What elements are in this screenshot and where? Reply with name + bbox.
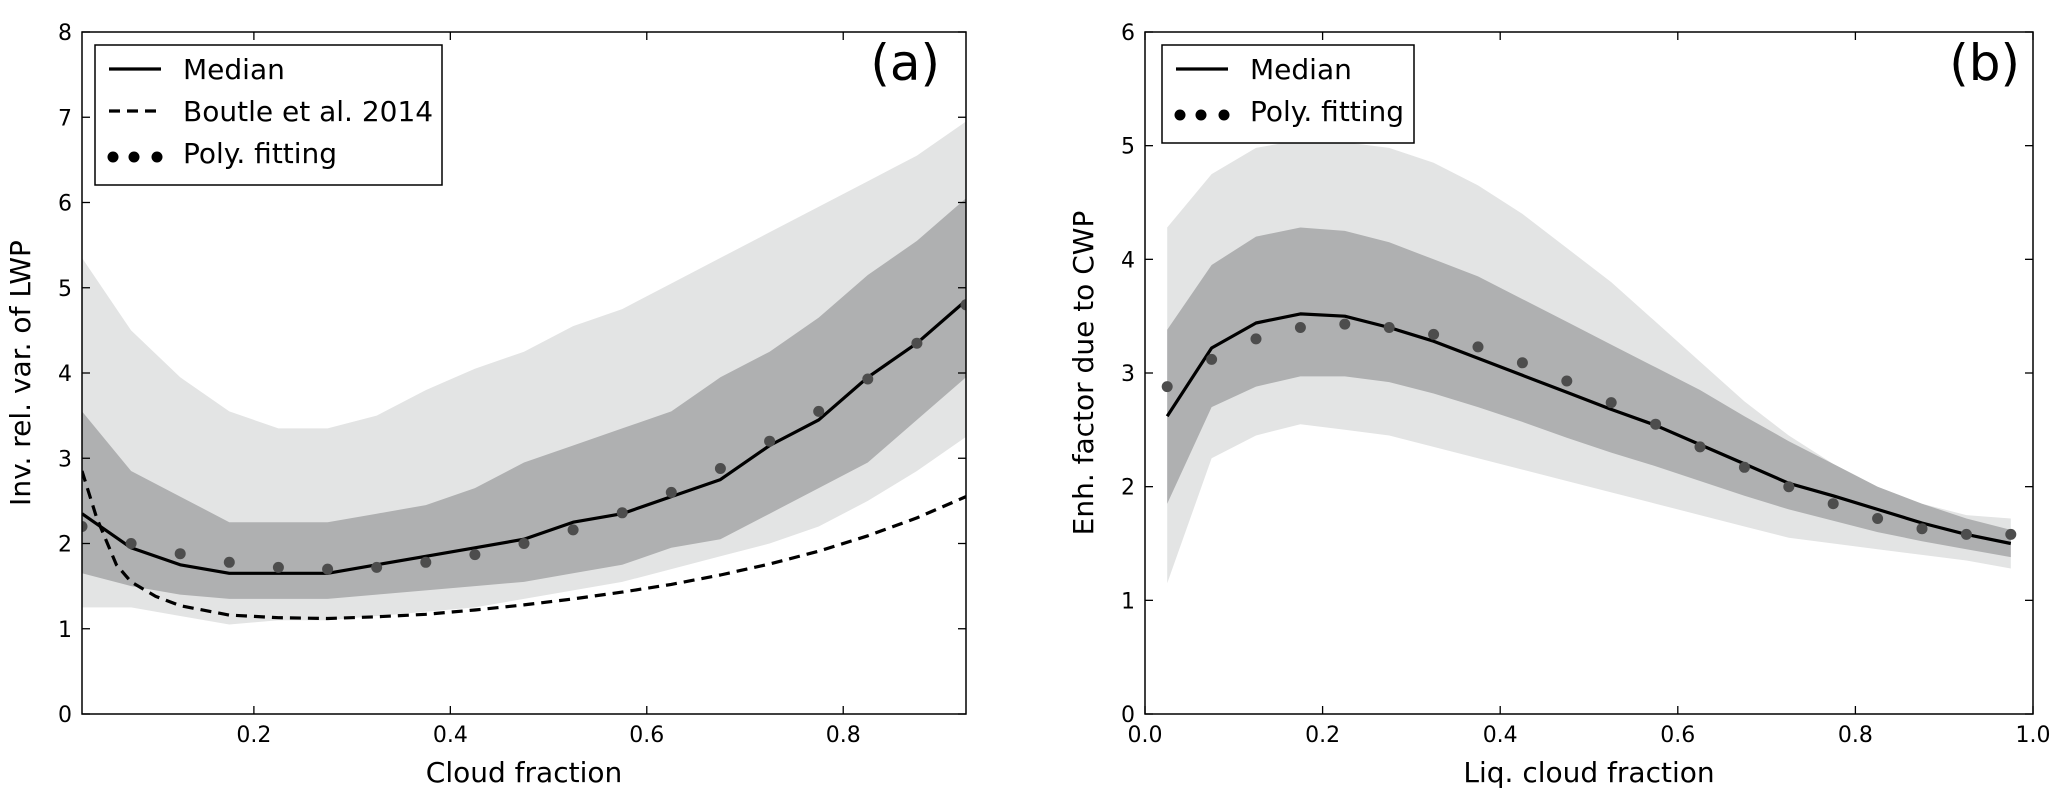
legend-label: Median xyxy=(183,53,285,86)
x-tick-label: 0.4 xyxy=(1483,723,1518,748)
data-point xyxy=(1161,381,1173,393)
data-point xyxy=(272,561,284,573)
y-tick-label: 1 xyxy=(58,618,72,643)
data-point xyxy=(125,538,137,549)
x-tick-label: 0.0 xyxy=(1128,723,1163,748)
legend: Median Poly. fitting xyxy=(1161,44,1415,144)
data-point xyxy=(1294,322,1306,333)
x-axis-label: Cloud fraction xyxy=(426,756,622,789)
series-poly-fitting xyxy=(1161,318,2017,540)
data-point xyxy=(1561,375,1573,387)
y-tick-label: 0 xyxy=(1121,703,1135,728)
data-point xyxy=(1783,481,1795,493)
data-point xyxy=(1694,441,1706,453)
data-point xyxy=(1472,341,1484,353)
legend-handle-dot xyxy=(151,151,163,163)
data-point xyxy=(1428,328,1440,340)
panel-label: (a) xyxy=(870,34,940,92)
y-tick-label: 1 xyxy=(1121,589,1135,614)
legend-label: Boutle et al. 2014 xyxy=(183,95,433,128)
x-tick-label: 0.8 xyxy=(1838,723,1873,748)
y-tick-label: 7 xyxy=(58,106,72,131)
data-point xyxy=(1872,513,1884,524)
series-boutle-et-al-2014-line xyxy=(82,470,966,621)
data-point xyxy=(420,556,432,568)
y-tick-label: 4 xyxy=(58,362,72,387)
data-point xyxy=(1960,528,1972,540)
data-point xyxy=(1206,353,1218,365)
legend: Median Boutle et al. 2014 Poly. fitting xyxy=(94,44,443,186)
legend-handle-dot xyxy=(107,151,119,163)
y-tick-label: 6 xyxy=(1121,21,1135,46)
legend-handle-dot xyxy=(1174,109,1186,121)
data-point xyxy=(1650,418,1662,430)
data-point xyxy=(764,435,776,447)
y-tick-label: 8 xyxy=(58,21,72,46)
data-point xyxy=(1916,523,1928,535)
panel-label: (b) xyxy=(1949,34,2020,92)
data-point xyxy=(862,373,874,385)
inner-percentile-band xyxy=(1167,227,2011,558)
plot-area xyxy=(82,121,966,625)
y-axis-label: Inv. rel. var. of LWP xyxy=(4,240,37,506)
x-tick-label: 0.2 xyxy=(236,723,271,748)
legend-handle-dot xyxy=(1195,109,1207,121)
x-tick-label: 1.0 xyxy=(2016,723,2051,748)
x-tick-label: 0.4 xyxy=(433,723,468,748)
chart-panel-a: 0.2 0.4 0.6 0.8 0 1 2 3 4 5 6 7 8 Cloud fraction Inv. … xyxy=(4,21,967,789)
y-tick-label: 3 xyxy=(58,447,72,472)
legend-box xyxy=(1161,44,1415,144)
chart-panel-b: 0.0 0.2 0.4 0.6 0.8 1.0 0 1 2 3 4 5 6 Liq. cloud frac… xyxy=(1067,21,2051,789)
data-point xyxy=(1827,498,1839,510)
x-tick-label: 0.8 xyxy=(826,723,861,748)
data-point xyxy=(1339,318,1351,330)
y-tick-label: 6 xyxy=(58,192,72,217)
y-tick-label: 5 xyxy=(1121,135,1135,160)
data-point xyxy=(1605,397,1617,409)
data-point xyxy=(1383,322,1395,333)
inner-percentile-band xyxy=(82,198,966,599)
data-point xyxy=(469,549,481,561)
data-point xyxy=(322,563,334,575)
y-axis-label: Enh. factor due to CWP xyxy=(1067,211,1100,536)
series-median-line xyxy=(1165,312,2012,546)
data-point xyxy=(665,486,677,498)
x-tick-label: 0.6 xyxy=(629,723,664,748)
data-point xyxy=(518,538,530,549)
data-point xyxy=(371,561,383,573)
data-point xyxy=(813,405,825,417)
y-tick-label: 5 xyxy=(58,277,72,302)
x-tick-label: 0.2 xyxy=(1305,723,1340,748)
legend-handle-dot xyxy=(1218,109,1230,121)
data-point xyxy=(616,507,628,519)
data-point xyxy=(223,556,235,568)
data-point xyxy=(174,548,186,560)
data-point xyxy=(1250,333,1262,345)
x-tick-label: 0.6 xyxy=(1660,723,1695,748)
legend-label: Poly. fitting xyxy=(1250,95,1404,128)
legend-label: Median xyxy=(1250,53,1352,86)
data-point xyxy=(1516,357,1528,369)
legend-label: Poly. fitting xyxy=(183,137,337,170)
y-tick-label: 4 xyxy=(1121,248,1135,273)
data-point xyxy=(567,524,579,536)
y-tick-label: 0 xyxy=(58,703,72,728)
data-point xyxy=(911,337,923,349)
x-axis-label: Liq. cloud fraction xyxy=(1463,756,1714,789)
y-tick-label: 2 xyxy=(58,533,72,558)
data-point xyxy=(82,521,88,532)
y-tick-label: 2 xyxy=(1121,476,1135,501)
series-poly-fitting xyxy=(82,299,966,575)
data-point xyxy=(714,463,726,474)
legend-handle-dot xyxy=(128,151,140,163)
data-point xyxy=(960,299,966,311)
data-point xyxy=(1738,461,1750,473)
data-point xyxy=(2005,528,2017,540)
plot-area xyxy=(1161,140,2017,584)
y-tick-label: 3 xyxy=(1121,362,1135,387)
